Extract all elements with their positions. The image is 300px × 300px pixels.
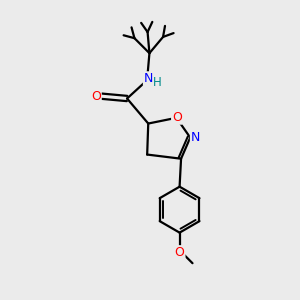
- Text: N: N: [144, 72, 153, 85]
- Text: O: O: [91, 90, 101, 103]
- Text: O: O: [172, 111, 182, 124]
- Text: N: N: [191, 131, 200, 144]
- Text: O: O: [175, 246, 184, 259]
- Text: H: H: [153, 76, 161, 88]
